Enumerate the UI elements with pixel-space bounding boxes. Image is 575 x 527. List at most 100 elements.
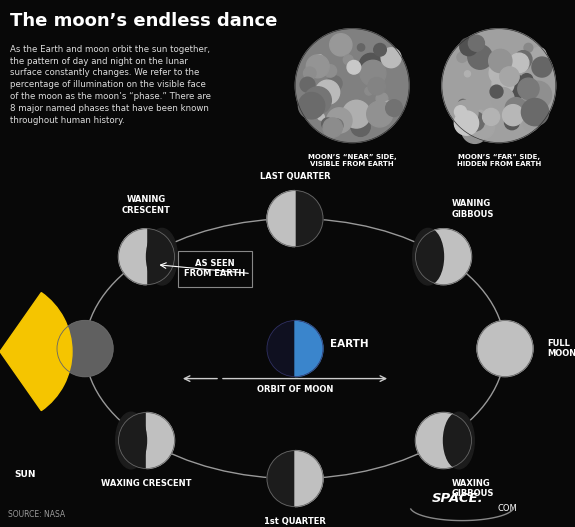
Circle shape xyxy=(454,111,478,135)
Circle shape xyxy=(367,101,393,127)
Circle shape xyxy=(477,320,533,377)
Circle shape xyxy=(267,451,323,506)
Circle shape xyxy=(454,106,466,118)
Circle shape xyxy=(416,229,471,285)
Circle shape xyxy=(531,47,546,63)
Circle shape xyxy=(453,100,478,125)
Circle shape xyxy=(343,55,353,65)
Text: WANING
CRESCENT: WANING CRESCENT xyxy=(122,196,171,214)
Text: LAST QUARTER: LAST QUARTER xyxy=(260,172,330,181)
Text: SOURCE: NASA: SOURCE: NASA xyxy=(8,510,65,519)
Circle shape xyxy=(316,55,323,62)
Circle shape xyxy=(359,53,382,76)
Wedge shape xyxy=(295,451,323,506)
Circle shape xyxy=(504,115,519,130)
Circle shape xyxy=(365,87,373,95)
FancyBboxPatch shape xyxy=(178,251,252,287)
Text: 1st QUARTER: 1st QUARTER xyxy=(264,516,326,525)
Circle shape xyxy=(489,61,513,85)
Circle shape xyxy=(469,35,484,51)
Text: The moon’s endless dance: The moon’s endless dance xyxy=(10,12,278,30)
Circle shape xyxy=(359,64,364,70)
Circle shape xyxy=(499,92,508,102)
Circle shape xyxy=(515,51,532,68)
Circle shape xyxy=(381,48,401,67)
Circle shape xyxy=(347,61,361,74)
Circle shape xyxy=(490,85,503,98)
Text: EARTH: EARTH xyxy=(330,338,369,348)
Wedge shape xyxy=(118,229,147,285)
Circle shape xyxy=(518,78,539,100)
Circle shape xyxy=(524,81,551,109)
Circle shape xyxy=(356,112,369,124)
Circle shape xyxy=(324,65,336,77)
Circle shape xyxy=(296,28,409,143)
Circle shape xyxy=(327,76,342,91)
Circle shape xyxy=(502,74,527,99)
Text: WAXING CRESCENT: WAXING CRESCENT xyxy=(101,479,191,487)
Circle shape xyxy=(532,57,552,77)
Ellipse shape xyxy=(147,228,177,285)
Text: NEW
MOON: NEW MOON xyxy=(16,339,45,358)
Circle shape xyxy=(360,60,386,86)
Circle shape xyxy=(468,45,492,69)
Circle shape xyxy=(465,112,485,131)
Circle shape xyxy=(300,77,315,92)
Circle shape xyxy=(304,87,331,114)
Circle shape xyxy=(386,100,402,116)
Text: ORBIT OF MOON: ORBIT OF MOON xyxy=(257,385,333,394)
Circle shape xyxy=(462,118,488,143)
Circle shape xyxy=(318,113,324,120)
Circle shape xyxy=(118,413,174,469)
Text: COM: COM xyxy=(497,504,517,513)
Circle shape xyxy=(118,229,174,285)
Circle shape xyxy=(57,320,113,377)
Circle shape xyxy=(524,43,533,52)
Circle shape xyxy=(489,50,512,73)
Circle shape xyxy=(458,100,467,109)
Circle shape xyxy=(505,97,527,119)
Circle shape xyxy=(329,34,352,56)
Circle shape xyxy=(492,87,514,110)
Ellipse shape xyxy=(116,412,147,469)
Wedge shape xyxy=(295,320,323,377)
Text: MOON’S “FAR” SIDE,
HIDDEN FROM EARTH: MOON’S “FAR” SIDE, HIDDEN FROM EARTH xyxy=(457,153,541,167)
Circle shape xyxy=(351,117,370,136)
Circle shape xyxy=(469,114,494,139)
Circle shape xyxy=(374,43,386,56)
Circle shape xyxy=(465,71,470,77)
Circle shape xyxy=(298,93,325,119)
Circle shape xyxy=(316,80,340,104)
Circle shape xyxy=(457,52,467,62)
Circle shape xyxy=(460,38,478,56)
Circle shape xyxy=(323,118,342,137)
Circle shape xyxy=(376,93,388,104)
Circle shape xyxy=(522,99,549,126)
Text: MOON’S “NEAR” SIDE,
VISIBLE FROM EARTH: MOON’S “NEAR” SIDE, VISIBLE FROM EARTH xyxy=(308,153,397,167)
Circle shape xyxy=(492,73,514,95)
Ellipse shape xyxy=(413,228,443,285)
Circle shape xyxy=(520,74,533,86)
Circle shape xyxy=(374,110,380,115)
Circle shape xyxy=(306,55,329,78)
Circle shape xyxy=(382,101,397,116)
Circle shape xyxy=(304,94,318,109)
Circle shape xyxy=(523,116,538,131)
Circle shape xyxy=(343,100,370,128)
Circle shape xyxy=(516,56,530,70)
Circle shape xyxy=(474,110,486,123)
Circle shape xyxy=(416,413,471,469)
Circle shape xyxy=(331,119,343,131)
Text: WAXING
GIBBOUS: WAXING GIBBOUS xyxy=(451,479,494,498)
Wedge shape xyxy=(147,413,174,469)
Circle shape xyxy=(442,28,555,143)
Text: AS SEEN
FROM EARTH: AS SEEN FROM EARTH xyxy=(185,259,246,278)
Text: SUN: SUN xyxy=(14,470,36,479)
Circle shape xyxy=(304,67,316,80)
Circle shape xyxy=(458,104,475,120)
Wedge shape xyxy=(0,292,72,411)
Circle shape xyxy=(267,191,323,247)
Circle shape xyxy=(368,77,385,95)
Circle shape xyxy=(327,108,352,133)
Wedge shape xyxy=(267,191,295,247)
